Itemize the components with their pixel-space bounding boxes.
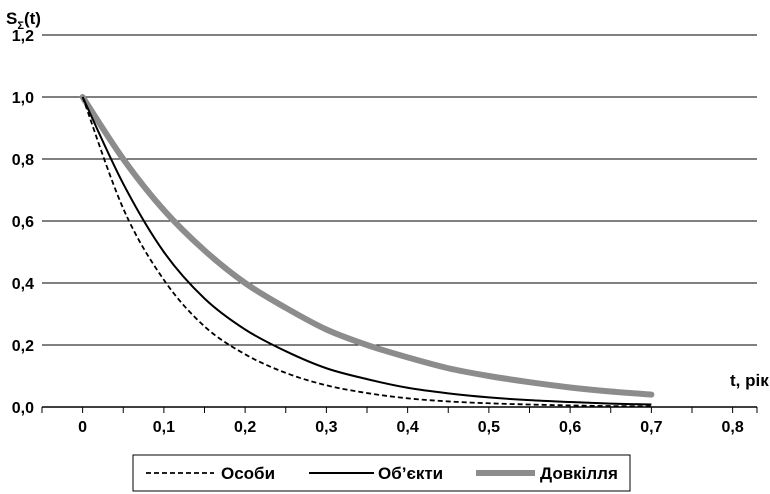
legend-label-dovkillia: Довкілля (540, 464, 618, 483)
legend-label-osoby: Особи (221, 464, 275, 483)
series-line-0 (83, 97, 652, 406)
x-axis-title: t, рік (730, 371, 769, 390)
series-line-2 (83, 97, 652, 395)
y-tick-label: 0,2 (12, 338, 34, 355)
legend: Особи Об’єкти Довкілля (133, 455, 630, 491)
x-tick-labels: 0 0,1 0,2 0,3 0,4 0,5 0,6 0,7 0,8 (78, 419, 744, 436)
y-tick-label: 1,0 (12, 90, 34, 107)
series-lines (83, 97, 652, 406)
x-tick-label: 0,1 (153, 419, 175, 436)
series-line-1 (83, 97, 652, 405)
x-tick-label: 0,3 (315, 419, 337, 436)
x-tick-label: 0,5 (478, 419, 500, 436)
y-tick-label: 0,0 (12, 400, 34, 417)
y-tick-label: 0,8 (12, 152, 34, 169)
x-tick-label: 0,4 (397, 419, 419, 436)
x-tick-label: 0,2 (234, 419, 256, 436)
y-tick-labels: 0,00,20,40,60,81,01,2 (12, 28, 34, 417)
y-tick-label: 0,4 (12, 276, 34, 293)
x-tick-label: 0,6 (559, 419, 581, 436)
y-tick-label: 0,6 (12, 214, 34, 231)
legend-label-obiekty: Об’єкти (378, 464, 443, 483)
axes (42, 407, 757, 413)
x-tick-label: 0,8 (722, 419, 744, 436)
x-tick-label: 0 (78, 419, 87, 436)
x-tick-label: 0,7 (640, 419, 662, 436)
